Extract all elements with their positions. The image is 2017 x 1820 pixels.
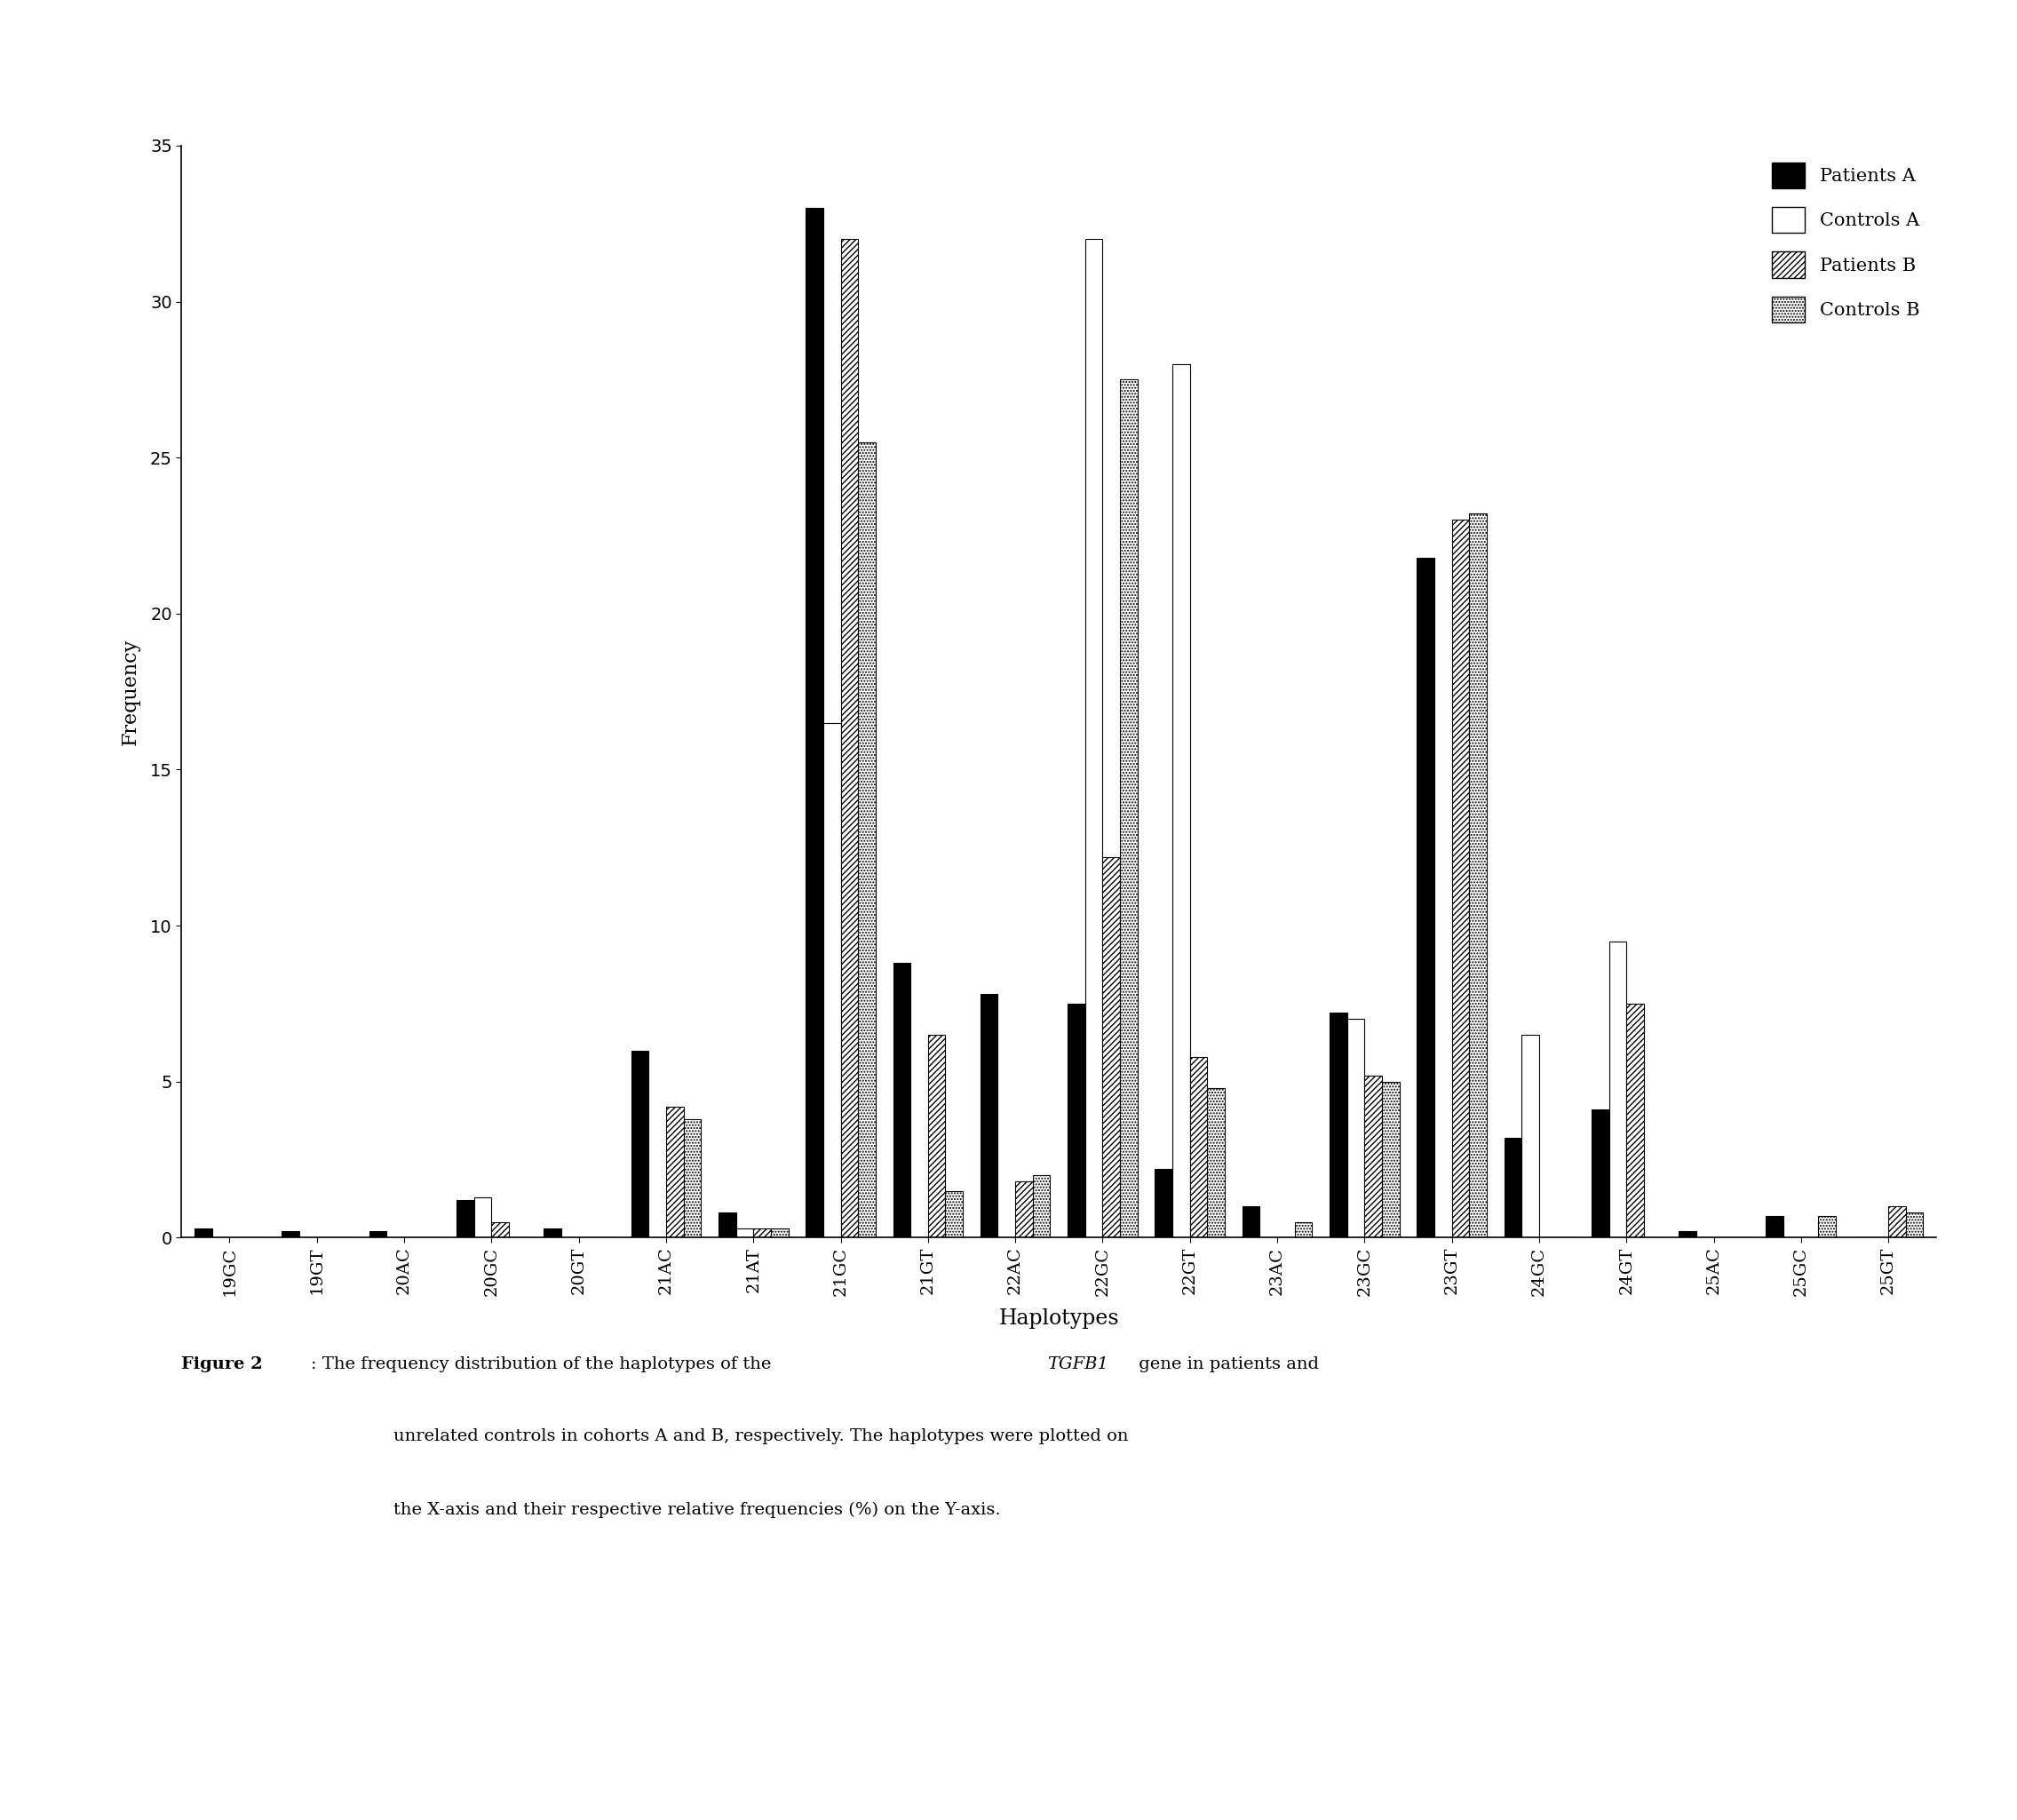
Bar [545,1228,561,1238]
Bar [1242,1207,1261,1238]
Bar [631,1050,649,1238]
Bar [282,1232,299,1238]
Bar [1119,380,1138,1238]
Bar [1452,521,1468,1238]
Bar [1156,1168,1172,1238]
Bar [857,442,875,1238]
Bar [492,1221,508,1238]
Bar [1067,1003,1085,1238]
Bar [736,1228,754,1238]
Bar [684,1119,702,1238]
Bar [1363,1076,1382,1238]
Bar [1033,1176,1051,1238]
Bar [1172,364,1190,1238]
Bar [718,1212,736,1238]
Bar [1626,1003,1644,1238]
Y-axis label: Frequency: Frequency [121,639,141,744]
Text: unrelated controls in cohorts A and B, respectively. The haplotypes were plotted: unrelated controls in cohorts A and B, r… [393,1429,1128,1445]
Legend: Patients A, Controls A, Patients B, Controls B: Patients A, Controls A, Patients B, Cont… [1765,155,1926,329]
Text: gene in patients and: gene in patients and [1134,1356,1319,1372]
Bar [770,1228,789,1238]
Bar [841,238,857,1238]
Bar [456,1199,474,1238]
Bar [754,1228,770,1238]
Bar [946,1190,962,1238]
Bar [1610,941,1626,1238]
Bar [1888,1207,1906,1238]
Bar [1819,1216,1835,1238]
Bar [1678,1232,1696,1238]
Bar [1521,1036,1539,1238]
Bar [1329,1014,1347,1238]
Bar [1767,1216,1783,1238]
Bar [928,1036,946,1238]
Bar [805,207,823,1238]
Bar [980,994,998,1238]
Text: the X-axis and their respective relative frequencies (%) on the Y-axis.: the X-axis and their respective relative… [393,1502,1000,1518]
Bar [1416,557,1434,1238]
Bar [1591,1110,1610,1238]
Bar [1347,1019,1363,1238]
Bar [1015,1181,1033,1238]
Bar [1382,1081,1400,1238]
X-axis label: Haplotypes: Haplotypes [998,1309,1119,1329]
Bar [1468,513,1487,1238]
Bar [1208,1088,1224,1238]
Text: : The frequency distribution of the haplotypes of the: : The frequency distribution of the hapl… [311,1356,777,1372]
Bar [1295,1221,1313,1238]
Bar [194,1228,212,1238]
Bar [823,723,841,1238]
Bar [1103,857,1119,1238]
Bar [1085,238,1103,1238]
Text: Figure 2: Figure 2 [182,1356,262,1372]
Bar [1906,1212,1924,1238]
Bar [474,1198,492,1238]
Bar [369,1232,387,1238]
Bar [1190,1057,1208,1238]
Text: TGFB1: TGFB1 [1047,1356,1107,1372]
Bar [666,1107,684,1238]
Bar [894,963,910,1238]
Bar [1505,1138,1521,1238]
